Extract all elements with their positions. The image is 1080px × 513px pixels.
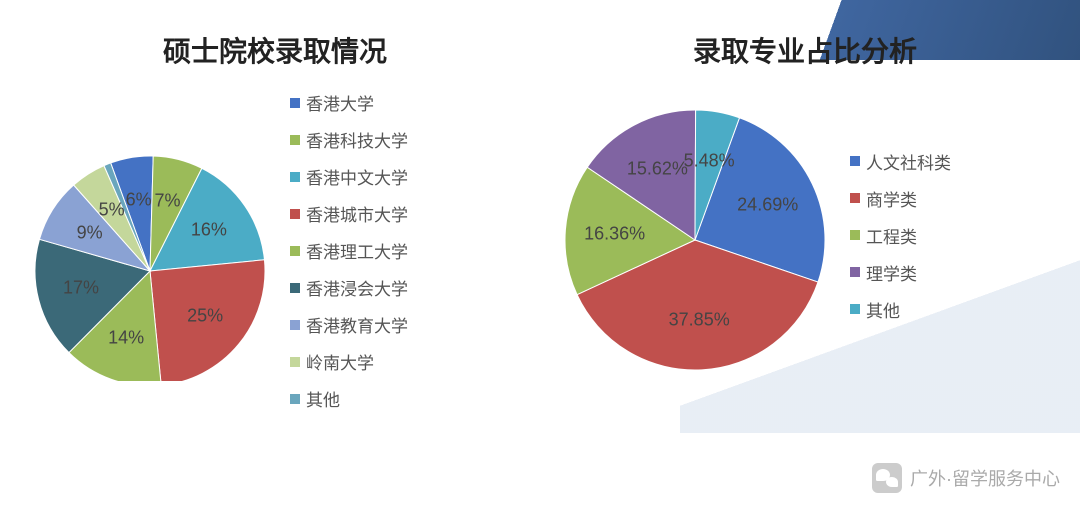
chart1-legend-item-1: 香港科技大学 [290,127,408,152]
legend-label: 理学类 [866,260,917,285]
chart2-legend-item-0: 人文社科类 [850,149,951,174]
chart1-legend-item-8: 其他 [290,386,408,411]
chart1-slice-label-6: 9% [77,222,103,243]
chart2-legend: 人文社科类商学类工程类理学类其他 [850,149,951,322]
chart1-slice-label-2: 16% [191,220,227,241]
legend-swatch [850,304,860,314]
legend-swatch [850,267,860,277]
chart2-legend-item-4: 其他 [850,297,951,322]
wechat-icon [872,463,902,493]
chart1-legend-item-0: 香港大学 [290,90,408,115]
chart1-legend-item-6: 香港教育大学 [290,312,408,337]
chart1-legend-item-3: 香港城市大学 [290,201,408,226]
legend-label: 人文社科类 [866,149,951,174]
chart2-title: 录取专业占比分析 [550,30,1060,70]
legend-label: 香港教育大学 [306,312,408,337]
chart1-legend-item-2: 香港中文大学 [290,164,408,189]
chart1-slice-label-7: 5% [99,200,125,221]
legend-label: 香港大学 [306,90,374,115]
legend-label: 香港中文大学 [306,164,408,189]
chart1-svg [20,121,280,381]
legend-label: 其他 [306,386,340,411]
legend-label: 其他 [866,297,900,322]
legend-label: 岭南大学 [306,349,374,374]
legend-swatch [290,394,300,404]
chart2-row: 24.69% 37.85% 16.36% 15.62%5.48% 人文社科类商学类工程… [550,90,1060,380]
chart1-slice-label-5: 17% [63,278,99,299]
legend-label: 香港浸会大学 [306,275,408,300]
chart1-legend-item-5: 香港浸会大学 [290,275,408,300]
chart1-title: 硕士院校录取情况 [20,30,530,70]
legend-label: 香港科技大学 [306,127,408,152]
legend-swatch [850,156,860,166]
chart2-slice-label-1: 37.85% [669,310,730,331]
legend-label: 工程类 [866,223,917,248]
panel-majors: 录取专业占比分析 24.69% 37.85% 16.36% 15.62%5.48% 人… [550,30,1060,411]
chart1-row: 6%7% 16% 25% 14% 17% 9%5% 香港大学香港科技大学香港中文大学香港城… [20,90,530,411]
legend-label: 商学类 [866,186,917,211]
watermark-text: 广外·留学服务中心 [910,465,1060,491]
chart1-slice-label-0: 6% [126,190,152,211]
legend-swatch [290,98,300,108]
legend-swatch [290,246,300,256]
chart2-legend-item-3: 理学类 [850,260,951,285]
chart1-legend: 香港大学香港科技大学香港中文大学香港城市大学香港理工大学香港浸会大学香港教育大学… [290,90,408,411]
chart1-slice-label-4: 14% [108,327,144,348]
chart2-slice-label-0: 24.69% [737,195,798,216]
chart1-legend-item-4: 香港理工大学 [290,238,408,263]
chart2-slice-label-3: 15.62% [627,158,688,179]
legend-swatch [850,193,860,203]
chart2-slice-label-2: 16.36% [584,223,645,244]
legend-swatch [290,283,300,293]
chart1-slice-label-3: 25% [187,305,223,326]
legend-label: 香港城市大学 [306,201,408,226]
chart1-legend-item-7: 岭南大学 [290,349,408,374]
charts-container: 硕士院校录取情况 6%7% 16% 25% 14% 17% 9%5% 香港大学香港科技大学… [0,0,1080,411]
chart2-legend-item-2: 工程类 [850,223,951,248]
watermark: 广外·留学服务中心 [872,463,1060,493]
legend-swatch [850,230,860,240]
chart2-slice-label-4: 5.48% [684,150,735,171]
legend-swatch [290,357,300,367]
panel-schools: 硕士院校录取情况 6%7% 16% 25% 14% 17% 9%5% 香港大学香港科技大学… [20,30,530,411]
legend-swatch [290,135,300,145]
legend-swatch [290,209,300,219]
chart2-legend-item-1: 商学类 [850,186,951,211]
chart1-slice-label-1: 7% [154,191,180,212]
legend-swatch [290,172,300,182]
chart1-pie: 6%7% 16% 25% 14% 17% 9%5% [20,121,280,381]
legend-swatch [290,320,300,330]
legend-label: 香港理工大学 [306,238,408,263]
chart2-pie: 24.69% 37.85% 16.36% 15.62%5.48% [550,90,840,380]
